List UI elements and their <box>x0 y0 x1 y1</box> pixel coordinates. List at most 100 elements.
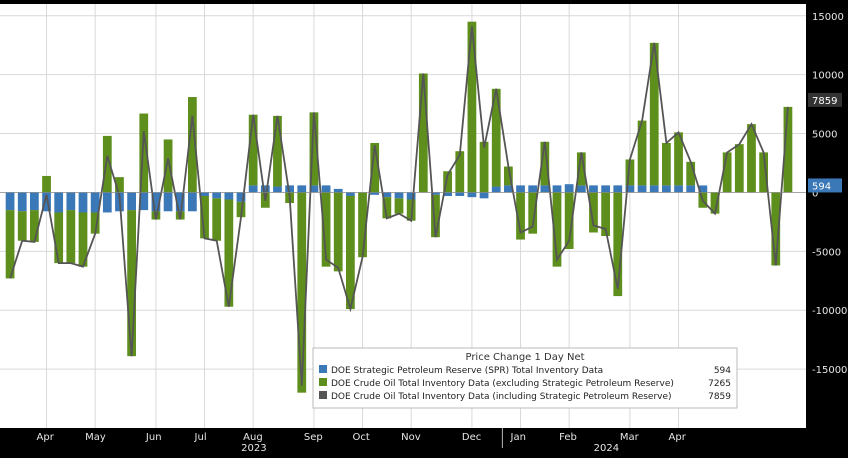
last-value-label: 7859 <box>808 92 842 107</box>
x-month-label: Dec <box>462 432 481 443</box>
ex-spr-bar <box>406 199 416 221</box>
spr-bar <box>589 185 598 193</box>
ex-spr-bar <box>686 161 696 186</box>
y-tick-label: -10000 <box>812 306 847 317</box>
ex-spr-bar <box>17 211 27 241</box>
ex-spr-bar <box>127 210 136 357</box>
spr-bar <box>333 188 343 193</box>
spr-bar <box>637 185 647 193</box>
ex-spr-bar <box>771 192 781 266</box>
ex-spr-bar <box>783 106 793 193</box>
x-month-label: Feb <box>559 432 577 443</box>
legend-entry-label: DOE Crude Oil Total Inventory Data (incl… <box>331 392 672 402</box>
spr-bar <box>248 185 258 193</box>
legend-swatch <box>319 391 327 399</box>
ex-spr-bar <box>382 197 392 219</box>
legend-entry-label: DOE Crude Oil Total Inventory Data (excl… <box>331 379 674 389</box>
ex-spr-bar <box>455 151 465 193</box>
spr-bar <box>188 192 197 212</box>
legend-title: Price Change 1 Day Net <box>465 352 584 363</box>
ex-spr-bar <box>200 195 209 239</box>
y-tick-label: 0 <box>812 188 818 199</box>
spr-bar <box>17 192 27 212</box>
ex-spr-bar <box>710 192 720 214</box>
ex-spr-bar <box>309 112 319 186</box>
last-value-label-bg <box>808 178 842 193</box>
total-inventory-line <box>9 26 789 386</box>
spr-bar <box>540 185 550 193</box>
spr-bar <box>321 185 331 193</box>
y-tick-label: -5000 <box>812 247 841 258</box>
spr-bar <box>406 192 416 200</box>
spr-bar <box>576 185 586 193</box>
ex-spr-bar <box>516 192 525 240</box>
ex-spr-bar <box>625 159 635 186</box>
x-month-label: May <box>85 432 106 443</box>
last-value-label-text: 594 <box>812 181 831 192</box>
ex-spr-bar <box>115 177 124 193</box>
spr-bar <box>662 185 671 193</box>
ex-spr-bar <box>212 198 222 241</box>
ex-spr-bar <box>418 73 428 193</box>
spr-bar <box>479 192 489 199</box>
ex-spr-bar <box>552 192 562 267</box>
spr-bar <box>674 185 683 193</box>
ex-spr-bar <box>163 139 173 193</box>
spr-bar <box>66 192 76 211</box>
last-value-label-text: 7859 <box>812 96 837 107</box>
spr-bar <box>649 185 659 193</box>
legend-swatch <box>319 378 327 386</box>
x-month-label: Sep <box>304 432 323 443</box>
legend-entry-value: 7265 <box>708 379 731 389</box>
spr-bar <box>504 185 513 193</box>
x-month-label: Mar <box>620 432 640 443</box>
ex-spr-bar <box>346 195 355 310</box>
ex-spr-bar <box>54 212 64 264</box>
spr-bar <box>175 192 185 212</box>
legend-entry-value: 594 <box>714 366 731 376</box>
spr-bar <box>297 185 307 193</box>
spr-bar <box>431 192 440 195</box>
ex-spr-bar <box>333 192 343 272</box>
spr-bar <box>163 192 173 212</box>
ex-spr-bar <box>321 192 331 267</box>
ex-spr-bar <box>637 120 647 186</box>
ex-spr-bar <box>78 212 88 267</box>
spr-bar <box>394 192 404 199</box>
spr-bar <box>102 192 112 213</box>
ex-spr-bar <box>649 42 659 186</box>
spr-bar <box>625 185 635 193</box>
spr-bar <box>139 192 149 211</box>
spr-bar <box>528 185 538 193</box>
y-tick-label: 10000 <box>812 71 844 82</box>
spr-bar <box>260 185 270 193</box>
ex-spr-bar <box>674 132 683 186</box>
ex-spr-bar <box>42 175 51 193</box>
legend-box <box>312 347 738 409</box>
spr-bar <box>382 192 392 198</box>
spr-bar <box>552 185 562 193</box>
spr-bar <box>54 192 64 213</box>
legend-entry-value: 7859 <box>708 392 731 402</box>
ex-spr-bar <box>224 199 234 307</box>
x-month-label: Jul <box>194 432 207 443</box>
ex-spr-bar <box>564 192 574 249</box>
spr-bar <box>30 192 39 211</box>
spr-bar <box>455 192 465 196</box>
last-value-label: 594 <box>808 178 842 193</box>
ex-spr-bar <box>30 210 39 242</box>
ex-spr-bar <box>102 135 112 193</box>
ex-spr-bar <box>589 192 598 233</box>
ex-spr-bar <box>66 210 76 264</box>
spr-bar <box>516 185 525 193</box>
spr-bar <box>491 186 501 193</box>
spr-bar <box>273 186 282 193</box>
ex-spr-bar <box>540 141 550 186</box>
ex-spr-bar <box>504 166 513 186</box>
ex-spr-bar <box>139 113 149 193</box>
ex-spr-bar <box>248 114 258 186</box>
ex-spr-bar <box>759 152 768 193</box>
spr-bar <box>443 192 452 196</box>
